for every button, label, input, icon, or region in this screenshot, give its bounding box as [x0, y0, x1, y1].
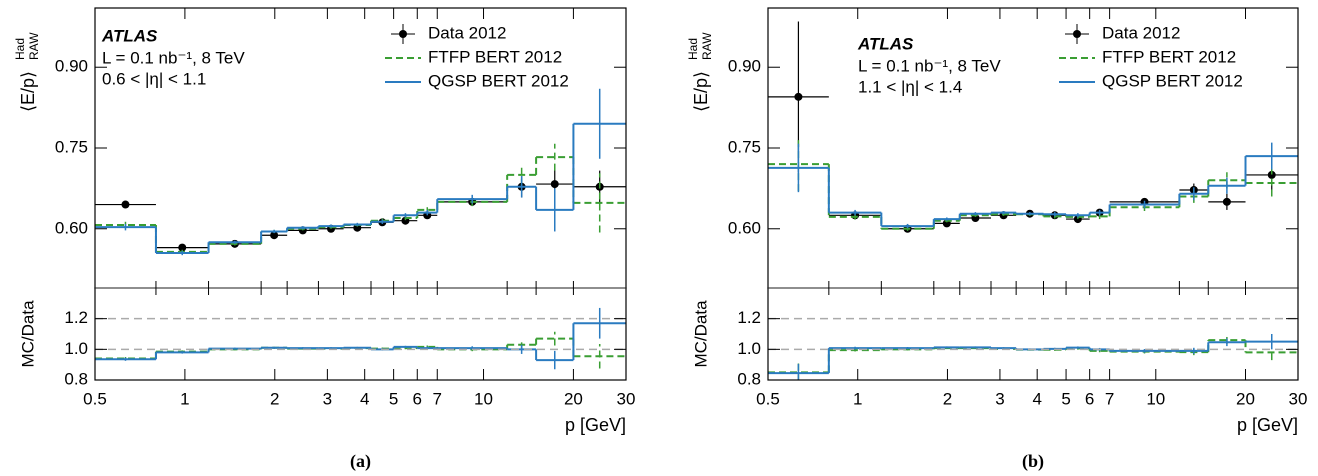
data-point: [121, 200, 130, 209]
main-plot: [768, 21, 1298, 233]
x-axis-label: p [GeV]: [565, 415, 626, 435]
ratio-y-tick-label: 0.8: [64, 369, 88, 388]
y-axis-label-sup: Had: [686, 38, 700, 60]
y-axis-label-sub: RAW: [700, 32, 714, 60]
legend-marker: [1073, 30, 1081, 38]
eta-text: 1.1 < |η| < 1.4: [858, 77, 962, 96]
x-tick-label: 5: [1061, 389, 1070, 408]
atlas-label: ATLAS: [101, 26, 158, 45]
ratio-frame: [94, 287, 627, 381]
x-tick-label: 6: [1085, 389, 1094, 408]
legend-label: QGSP BERT 2012: [428, 71, 569, 90]
panel-label: (a): [350, 451, 371, 472]
y-axis-label-main: ⟨E/p⟩: [691, 71, 711, 112]
ratio-plot: [768, 334, 1298, 380]
x-tick-label: 10: [474, 389, 493, 408]
panel-label: (b): [1022, 451, 1044, 472]
x-tick-label: 3: [323, 389, 332, 408]
x-tick-label: 4: [1032, 389, 1041, 408]
y-axis-label: ⟨E/p⟩ Had RAW: [13, 32, 41, 112]
data-point: [1267, 170, 1276, 179]
lumi-text: L = 0.1 nb⁻¹, 8 TeV: [858, 56, 1001, 75]
legend-label: QGSP BERT 2012: [1102, 71, 1243, 90]
y-tick-label: 0.75: [55, 137, 88, 156]
y-axis-label-main: ⟨E/p⟩: [18, 71, 38, 112]
data-point: [1222, 197, 1231, 206]
x-tick-label: 4: [360, 389, 369, 408]
y-tick-label: 0.90: [728, 57, 761, 76]
ratio-y-axis-label: MC/Data: [18, 300, 37, 368]
x-tick-label: 0.5: [756, 389, 780, 408]
ratio-y-tick-label: 1.0: [64, 339, 88, 358]
x-tick-label: 5: [389, 389, 398, 408]
x-tick-label: 30: [1289, 389, 1308, 408]
x-tick-label: 20: [1236, 389, 1255, 408]
data-point: [550, 180, 559, 189]
y-axis-label-sup: Had: [13, 38, 27, 60]
y-tick-label: 0.60: [55, 218, 88, 237]
ratio-plot: [95, 307, 626, 370]
x-tick-label: 3: [995, 389, 1004, 408]
legend-label: Data 2012: [428, 23, 506, 42]
x-tick-label: 7: [1105, 389, 1114, 408]
y-tick-label: 0.60: [728, 218, 761, 237]
x-tick-label: 6: [413, 389, 422, 408]
legend-label: Data 2012: [1102, 23, 1180, 42]
ratio-y-tick-label: 0.8: [737, 369, 761, 388]
y-axis-label-sub: RAW: [27, 32, 41, 60]
ratio-y-tick-label: 1.0: [737, 339, 761, 358]
data-point: [270, 231, 279, 240]
legend-marker: [399, 30, 407, 38]
ratio-y-tick-label: 1.2: [737, 308, 761, 327]
data-point: [794, 92, 803, 101]
lumi-text: L = 0.1 nb⁻¹, 8 TeV: [102, 48, 245, 67]
x-tick-label: 10: [1146, 389, 1165, 408]
y-tick-label: 0.75: [728, 137, 761, 156]
eta-text: 0.6 < |η| < 1.1: [102, 69, 206, 88]
ratio-y-tick-label: 1.2: [64, 308, 88, 327]
main-plot: [95, 88, 626, 256]
x-axis-label: p [GeV]: [1237, 415, 1298, 435]
x-tick-label: 0.5: [83, 389, 107, 408]
y-axis-label: ⟨E/p⟩ Had RAW: [686, 32, 714, 112]
atlas-label: ATLAS: [857, 34, 914, 53]
ratio-y-axis-label: MC/Data: [691, 300, 710, 368]
data-point: [178, 243, 187, 252]
legend-label: FTFP BERT 2012: [428, 47, 562, 66]
x-tick-label: 7: [433, 389, 442, 408]
x-tick-label: 2: [943, 389, 952, 408]
x-tick-label: 20: [564, 389, 583, 408]
legend-label: FTFP BERT 2012: [1102, 47, 1236, 66]
x-tick-label: 1: [853, 389, 862, 408]
ratio-frame: [767, 287, 1299, 381]
x-tick-label: 30: [617, 389, 636, 408]
x-tick-label: 1: [180, 389, 189, 408]
y-tick-label: 0.90: [55, 57, 88, 76]
x-tick-label: 2: [270, 389, 279, 408]
